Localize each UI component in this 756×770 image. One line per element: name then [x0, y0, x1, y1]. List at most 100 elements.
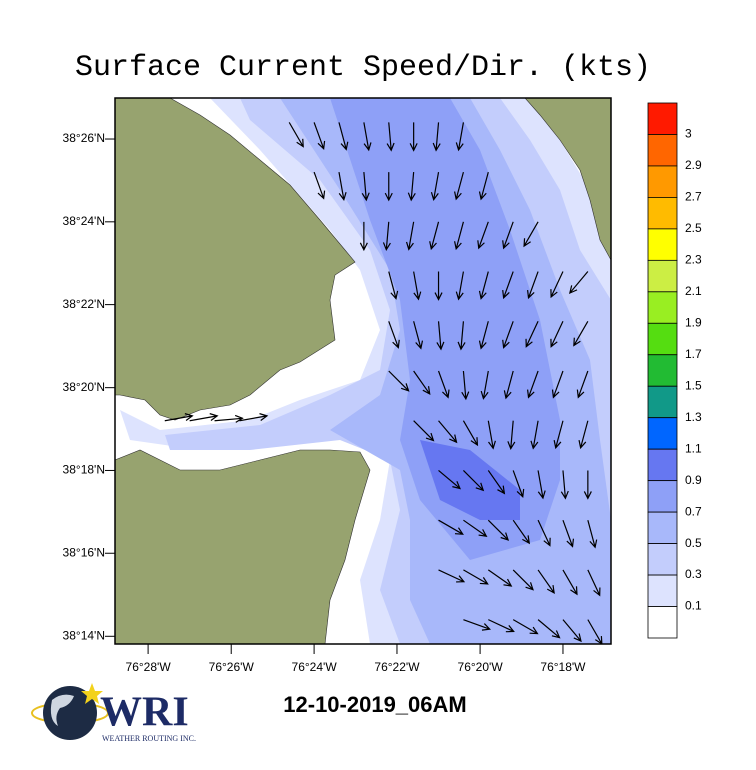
current-arrow	[537, 519, 551, 547]
current-arrow	[436, 321, 445, 351]
colorbar-label: 0.1	[685, 599, 702, 613]
colorbar-label: 1.9	[685, 315, 702, 329]
current-arrow	[457, 321, 466, 351]
x-tick-label: 76°20'W	[458, 660, 504, 674]
current-arrow	[550, 321, 564, 348]
current-arrow	[413, 420, 435, 442]
colorbar-label: 2.5	[685, 221, 702, 235]
current-arrow	[463, 569, 489, 585]
y-tick-label: 38°14'N	[63, 628, 105, 642]
colorbar-label: 1.1	[685, 441, 702, 455]
y-tick-label: 38°18'N	[63, 463, 105, 477]
current-arrow	[537, 569, 555, 594]
current-arrow	[338, 122, 349, 151]
current-arrow	[409, 122, 418, 152]
y-tick-label: 38°22'N	[63, 297, 105, 311]
current-arrow	[462, 420, 479, 447]
colorbar-label: 2.9	[685, 158, 702, 172]
current-arrow	[338, 171, 347, 201]
colorbar-label: 0.3	[685, 567, 702, 581]
colorbar-label: 0.9	[685, 473, 702, 487]
logo-land	[50, 694, 74, 726]
colorbar-box	[647, 259, 678, 293]
current-arrow	[562, 569, 578, 596]
colorbar-label: 1.7	[685, 347, 702, 361]
current-arrow	[587, 569, 601, 597]
current-arrow	[434, 271, 443, 301]
colorbar-label: 1.3	[685, 410, 702, 424]
current-arrow	[512, 619, 539, 635]
x-tick-label: 76°28'W	[126, 660, 172, 674]
current-arrow	[461, 370, 470, 401]
chart-title: Surface Current Speed/Dir. (kts)	[75, 51, 651, 85]
current-arrow	[463, 519, 488, 538]
plot-frame	[114, 97, 612, 645]
colorbar-box	[647, 448, 678, 482]
current-arrow	[189, 413, 219, 422]
current-arrow	[578, 420, 589, 450]
current-arrow	[478, 321, 489, 350]
colorbar-box	[647, 322, 678, 356]
logo-tagline: WEATHER ROUTING INC.	[102, 734, 196, 743]
current-arrow	[438, 469, 462, 490]
current-arrow	[386, 122, 395, 152]
current-arrow	[413, 271, 422, 301]
current-arrow	[527, 370, 539, 399]
colorbar-label: 0.7	[685, 504, 702, 518]
current-arrow	[551, 370, 564, 399]
current-arrow	[507, 420, 516, 450]
current-arrow	[429, 221, 440, 251]
current-arrow	[388, 271, 399, 300]
colorbar-box	[647, 165, 678, 198]
current-arrow	[502, 271, 514, 300]
current-arrow	[562, 519, 575, 548]
current-arrow	[478, 171, 489, 201]
colorbar-label: 2.3	[685, 253, 702, 267]
colorbar-box	[647, 291, 678, 324]
current-arrow	[512, 519, 531, 545]
colorbar-box	[647, 543, 678, 576]
colorbar-label: 0.5	[685, 536, 702, 550]
current-vectors	[164, 122, 603, 644]
current-arrow	[502, 321, 514, 349]
current-arrow	[477, 221, 489, 250]
colorbar-label: 1.5	[685, 378, 702, 392]
colorbar-box	[647, 102, 678, 135]
current-arrow	[388, 370, 410, 392]
current-arrow	[413, 321, 424, 350]
current-arrow	[430, 171, 440, 201]
colorbar: 3 2.9 2.7 2.5 2.3 2.1 1.9 1.7 1.5 1.3 1.1 0.9 0.7 0.5…	[647, 102, 702, 639]
current-arrow	[407, 172, 416, 202]
current-arrow	[455, 122, 465, 152]
current-arrow	[527, 271, 539, 300]
colorbar-box	[647, 480, 678, 513]
current-arrow	[405, 221, 415, 251]
current-arrow	[553, 420, 564, 450]
current-arrow	[525, 321, 539, 348]
current-arrow	[550, 271, 564, 299]
current-arrow	[568, 271, 589, 295]
land	[115, 449, 371, 644]
logo-name: WRI	[100, 690, 189, 736]
current-arrow	[503, 370, 514, 400]
current-arrow	[438, 519, 464, 535]
current-arrow	[523, 221, 539, 248]
land	[524, 98, 611, 261]
y-tick-label: 38°16'N	[63, 545, 105, 559]
current-arrow	[413, 370, 431, 396]
colorbar-box	[647, 606, 678, 639]
current-arrow	[438, 569, 466, 583]
current-arrow	[487, 420, 496, 450]
logo: WRI WEATHER ROUTING INC.	[31, 683, 196, 743]
colorbar-box	[647, 134, 678, 167]
y-tick-label: 38°24'N	[63, 214, 105, 228]
colorbar-box	[647, 511, 678, 544]
speed-area	[330, 98, 560, 560]
y-tick-label: 38°26'N	[63, 131, 105, 145]
x-tick-label: 76°26'W	[209, 660, 255, 674]
x-tick-label: 76°24'W	[292, 660, 338, 674]
current-arrow	[576, 370, 589, 399]
x-tick-label: 76°18'W	[540, 660, 586, 674]
current-arrow	[512, 470, 525, 499]
